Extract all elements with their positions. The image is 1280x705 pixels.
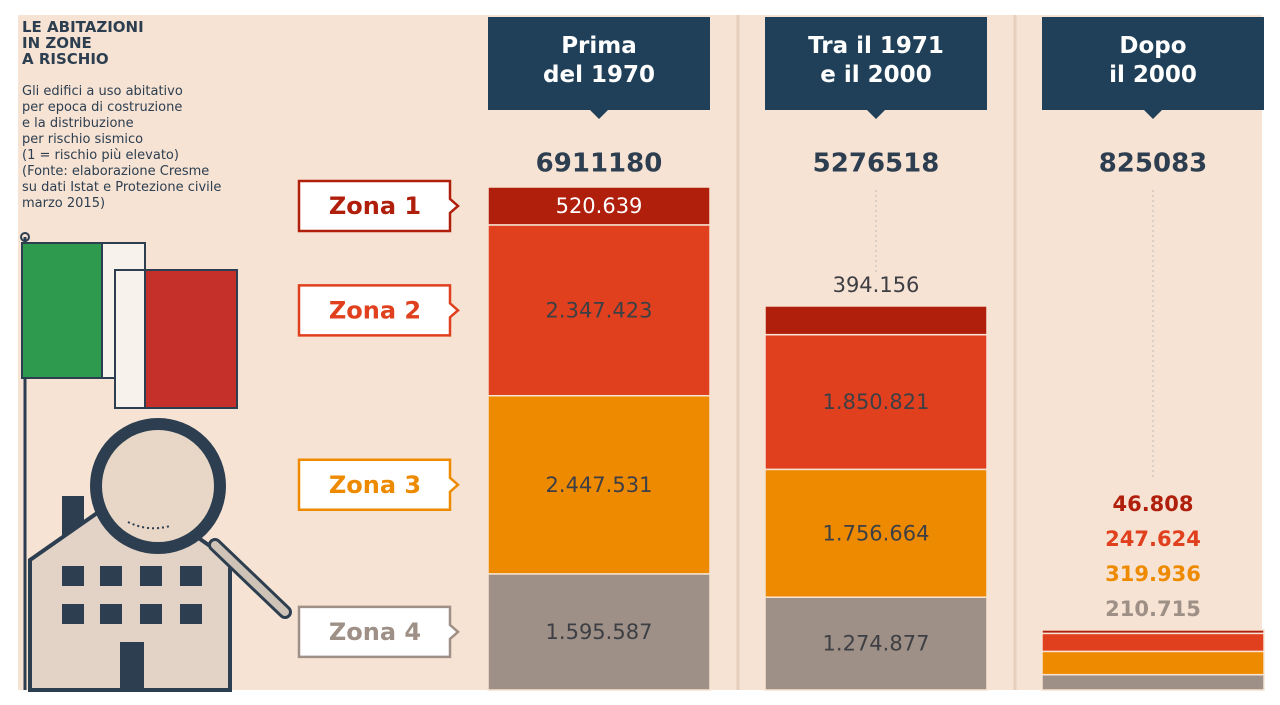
bar-segment	[487, 186, 711, 226]
value-label: 247.624	[1105, 527, 1201, 551]
bar-segment	[1041, 629, 1265, 635]
column-header: Tra il 1971 e il 2000	[808, 33, 944, 88]
bar-segment	[1041, 632, 1265, 653]
bar-segment	[1041, 650, 1265, 676]
chart-subtitle: Gli edifici a uso abitativo per epoca di…	[22, 84, 222, 211]
column-total: 5276518	[813, 149, 940, 179]
bar-segment	[764, 596, 988, 691]
header-box	[1042, 17, 1264, 110]
value-label: 394.156	[833, 273, 920, 297]
column-header: Prima del 1970	[543, 33, 655, 88]
value-label: 1.756.664	[823, 521, 930, 545]
bar-segment	[1041, 673, 1265, 691]
legend-label: Zona 4	[329, 618, 421, 646]
header-pointer	[590, 110, 608, 119]
legend-box	[297, 179, 460, 233]
legend-box	[297, 605, 460, 659]
value-label: 319.936	[1105, 562, 1201, 586]
header-pointer	[867, 110, 885, 119]
value-label: 2.347.423	[546, 298, 653, 322]
value-label: 2.447.531	[546, 473, 653, 497]
value-label: 1.850.821	[823, 390, 930, 414]
bar-segment	[764, 468, 988, 598]
value-label: 210.715	[1105, 597, 1201, 621]
column-total: 6911180	[536, 149, 663, 179]
header-pointer	[1144, 110, 1162, 119]
legend-label: Zona 3	[329, 471, 421, 499]
legend-label: Zona 1	[329, 192, 421, 220]
value-label: 520.639	[556, 194, 643, 218]
column-header: Dopo il 2000	[1109, 33, 1197, 88]
legend-label: Zona 2	[329, 296, 421, 324]
house-illustration	[28, 418, 292, 692]
value-label: 1.595.587	[546, 620, 653, 644]
value-label: 46.808	[1112, 492, 1193, 516]
bar-segment	[764, 333, 988, 471]
flag-illustration	[20, 232, 238, 690]
header-box	[765, 17, 987, 110]
header-box	[488, 17, 710, 110]
chart-title: LE ABITAZIONI IN ZONE A RISCHIO	[22, 18, 144, 68]
column-total: 825083	[1099, 149, 1208, 179]
legend-box	[297, 284, 460, 337]
legend-box	[297, 458, 460, 512]
value-label: 1.274.877	[823, 632, 930, 656]
bar-segment	[764, 305, 988, 336]
bar-segment	[487, 394, 711, 575]
bar-segment	[487, 573, 711, 691]
